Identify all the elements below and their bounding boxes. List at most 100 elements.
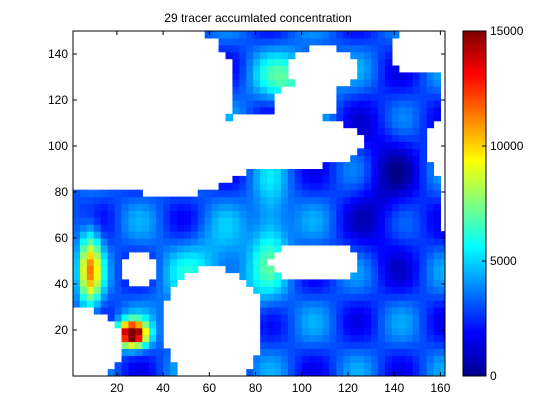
heatmap-cell — [357, 162, 365, 170]
heatmap-cell — [121, 189, 130, 198]
heatmap-cell — [100, 189, 109, 198]
heatmap-cell — [433, 300, 441, 308]
heatmap-cell — [398, 141, 407, 149]
heatmap-cell — [336, 279, 344, 287]
heatmap-cell — [371, 162, 379, 170]
heatmap-cell — [419, 134, 428, 142]
heatmap-cell — [412, 272, 421, 280]
heatmap-cell — [246, 37, 254, 46]
heatmap-cell — [350, 348, 358, 356]
heatmap-cell — [350, 189, 358, 198]
heatmap-cell — [239, 72, 247, 80]
heatmap-cell — [336, 286, 344, 294]
heatmap-cell — [100, 265, 109, 274]
heatmap-cell — [232, 231, 240, 239]
heatmap-cell — [260, 44, 268, 53]
heatmap-cell — [377, 169, 386, 177]
heatmap-cell — [218, 196, 227, 205]
heatmap-cell — [322, 210, 331, 218]
heatmap-cell — [107, 244, 116, 253]
heatmap-cell — [170, 203, 178, 211]
heatmap-cell — [163, 362, 171, 370]
heatmap-cell — [377, 279, 386, 287]
heatmap-cell — [440, 313, 445, 322]
heatmap-cell — [405, 175, 414, 184]
heatmap-cell — [294, 37, 303, 46]
heatmap-cell — [100, 251, 109, 260]
heatmap-cell — [350, 334, 358, 343]
heatmap-cell — [336, 169, 344, 177]
heatmap-cell — [163, 224, 171, 232]
heatmap-cell — [280, 79, 289, 87]
heatmap-cell — [190, 196, 199, 205]
heatmap-cell — [93, 300, 102, 308]
heatmap-cell — [336, 86, 344, 94]
heatmap-cell — [336, 31, 344, 39]
heatmap-cell — [190, 251, 199, 260]
heatmap-cell — [73, 189, 81, 198]
heatmap-cell — [114, 244, 123, 253]
heatmap-cell — [364, 148, 372, 156]
heatmap-cell — [93, 244, 102, 253]
heatmap-cell — [329, 348, 337, 356]
heatmap-cell — [86, 217, 95, 225]
heatmap-cell — [412, 231, 421, 239]
heatmap-cell — [391, 265, 400, 274]
heatmap-cell — [322, 231, 331, 239]
heatmap-cell — [197, 217, 206, 225]
heatmap-cell — [308, 189, 317, 198]
heatmap-cell — [377, 141, 386, 149]
heatmap-cell — [287, 79, 296, 87]
heatmap-cell — [384, 162, 393, 170]
heatmap-cell — [377, 300, 386, 308]
heatmap-cell — [357, 251, 365, 260]
heatmap-cell — [267, 31, 275, 39]
heatmap-cell — [364, 293, 372, 301]
heatmap-cell — [246, 231, 254, 239]
heatmap-cell — [384, 307, 393, 315]
heatmap-cell — [371, 224, 379, 232]
heatmap-cell — [128, 293, 136, 301]
heatmap-cell — [391, 31, 400, 39]
heatmap-cell — [170, 265, 178, 274]
heatmap-cell — [239, 86, 247, 94]
heatmap-cell — [287, 31, 296, 39]
heatmap-cell — [176, 231, 185, 239]
heatmap-cell — [357, 169, 365, 177]
heatmap-cell — [412, 175, 421, 184]
heatmap-cell — [371, 355, 379, 363]
heatmap-cell — [433, 258, 441, 267]
heatmap-cell — [260, 231, 268, 239]
heatmap-cell — [329, 175, 337, 184]
heatmap-cell — [100, 258, 109, 267]
heatmap-cell — [315, 293, 324, 301]
heatmap-cell — [398, 100, 407, 108]
y-tick-label: 40 — [55, 277, 69, 291]
heatmap-cell — [301, 210, 310, 218]
heatmap-cell — [225, 113, 234, 122]
heatmap-cell — [239, 231, 247, 239]
x-tick-label: 80 — [249, 381, 263, 395]
heatmap-cell — [149, 313, 157, 322]
heatmap-cell — [364, 86, 372, 94]
heatmap-cell — [183, 210, 192, 218]
heatmap-cell — [419, 238, 428, 246]
heatmap-cell — [412, 300, 421, 308]
heatmap-cell — [280, 327, 289, 336]
heatmap-cell — [329, 31, 337, 39]
heatmap-cell — [308, 313, 317, 322]
heatmap-cell — [294, 341, 303, 349]
y-tick-label: 60 — [55, 231, 69, 245]
heatmap-cell — [405, 203, 414, 211]
heatmap-cell — [232, 203, 240, 211]
heatmap-cell — [274, 210, 282, 218]
heatmap-cell — [156, 272, 164, 280]
heatmap-cell — [322, 196, 331, 205]
heatmap-cell — [371, 369, 379, 376]
heatmap-cell — [343, 120, 351, 129]
heatmap-cell — [364, 65, 372, 73]
heatmap-cell — [211, 258, 220, 267]
x-tick-label: 20 — [110, 381, 124, 395]
heatmap-cell — [350, 320, 358, 329]
